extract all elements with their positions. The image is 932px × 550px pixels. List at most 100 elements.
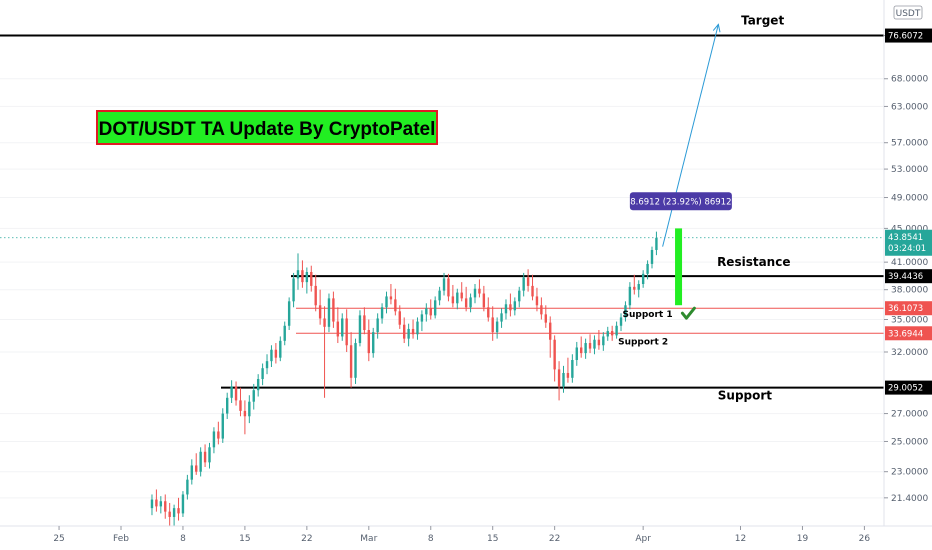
candle-body (518, 290, 521, 302)
candle-body (283, 325, 286, 341)
candle-body (593, 339, 596, 349)
price-tick-label: 53.0000 (891, 165, 928, 175)
measure-badge-label: 8.6912 (23.92%) 86912 (630, 197, 731, 207)
price-badge-label-support: 29.0052 (888, 384, 923, 394)
title-box (96, 110, 438, 145)
time-tick-label: Mar (360, 534, 377, 544)
annotation-support: Support (718, 389, 773, 403)
candle-body (164, 501, 167, 512)
price-badge-label-target: 76.6072 (888, 32, 923, 42)
price-tick-label: 49.0000 (891, 194, 928, 204)
price-tick-label: 41.0000 (891, 258, 928, 268)
candle-body (575, 347, 578, 361)
chart-title: DOT/USDT TA Update By CryptoPatel (99, 119, 436, 140)
price-tick-label: 27.0000 (891, 410, 928, 420)
candle-body (332, 298, 335, 322)
candle-body (610, 331, 614, 336)
measure-bar[interactable] (675, 228, 683, 306)
candle-body (230, 386, 233, 398)
candle-body (513, 301, 517, 311)
candle-body (641, 273, 645, 285)
candle-body (420, 314, 424, 322)
price-badge-label-resistance: 39.4436 (888, 272, 923, 282)
price-axis-bg[interactable] (884, 0, 932, 526)
level-lines (0, 34, 884, 389)
price-badge-label-support1: 36.1073 (888, 304, 923, 314)
candle-body (460, 292, 463, 299)
candle-body (495, 321, 499, 333)
current-price-label: 43.8541 (888, 233, 923, 243)
candle-body (646, 263, 649, 274)
candle-body (159, 501, 163, 507)
candle-body (336, 321, 340, 337)
candle-body (380, 307, 384, 319)
price-tick-label: 63.0000 (891, 102, 928, 112)
candle-body (296, 270, 300, 279)
price-tick-label: 21.4000 (891, 494, 928, 504)
candle-body (571, 360, 574, 378)
annotation-resistance: Resistance (717, 255, 790, 269)
time-tick-label: Apr (635, 534, 651, 544)
candle-body (248, 401, 251, 417)
candle-body (487, 307, 490, 318)
candle-body (535, 296, 539, 306)
candle-body (292, 278, 295, 302)
candle-body (305, 272, 309, 283)
candle-body (650, 249, 654, 264)
candle-body (624, 305, 627, 318)
candle-body (526, 277, 530, 286)
time-tick-label: 19 (797, 534, 809, 544)
current-price-badge[interactable] (885, 229, 932, 256)
candle-body (394, 299, 397, 312)
time-tick-label: 8 (180, 534, 186, 544)
candle-body (531, 285, 534, 297)
candle-body (557, 369, 561, 387)
time-axis-ticks: 25 Feb 8 15 22 Mar 8 15 22 Apr 12 19 26 (53, 526, 870, 544)
candle-body (203, 451, 207, 463)
time-tick-label: 25 (53, 534, 64, 544)
price-badge-support[interactable] (885, 380, 932, 395)
candle-body (549, 322, 552, 340)
time-tick-label: 26 (859, 534, 871, 544)
price-tick-label: 35.0000 (891, 316, 928, 326)
candle-body (504, 304, 508, 314)
price-badge-support1[interactable] (885, 301, 932, 316)
candle-body (177, 508, 180, 514)
price-tick-label: 38.0000 (891, 286, 928, 296)
candle-body (301, 270, 304, 283)
candle-body (279, 340, 282, 358)
price-tick-label: 57.0000 (891, 139, 928, 149)
candle-body (199, 451, 202, 472)
candle-body (389, 296, 393, 300)
grid (0, 35, 884, 499)
candle-body (358, 315, 362, 344)
time-axis-bg[interactable] (0, 526, 932, 550)
price-axis-badges: 76.6072 39.4436 36.1073 33.6944 29.0052 43.85… (885, 28, 932, 395)
time-tick-label: 22 (549, 534, 560, 544)
candle-body (597, 339, 601, 346)
price-badge-resistance[interactable] (885, 269, 932, 284)
candle-body (509, 304, 512, 311)
candle-body (411, 328, 415, 335)
current-price-countdown: 03:24:01 (888, 244, 926, 254)
candle-body (464, 298, 468, 308)
candle-body (540, 305, 543, 315)
candle-body (398, 311, 401, 325)
candle-body (181, 494, 185, 514)
price-badge-target[interactable] (885, 28, 932, 43)
check-icon (680, 306, 696, 320)
candle-body (580, 347, 583, 354)
measure-badge[interactable] (629, 192, 732, 211)
candle-body (588, 343, 592, 349)
annotation-support2: Support 2 (618, 337, 668, 347)
time-tick-label: 22 (301, 534, 312, 544)
candle-body (425, 308, 428, 315)
projection-arrow-head (712, 23, 721, 33)
currency-tag-box[interactable] (893, 5, 923, 20)
price-tick-label: 68.0000 (891, 75, 928, 85)
candle-body (429, 308, 432, 316)
projection-arrow-line[interactable] (662, 24, 719, 247)
price-badge-support2[interactable] (885, 326, 932, 341)
price-tick-label: 25.0000 (891, 437, 928, 447)
